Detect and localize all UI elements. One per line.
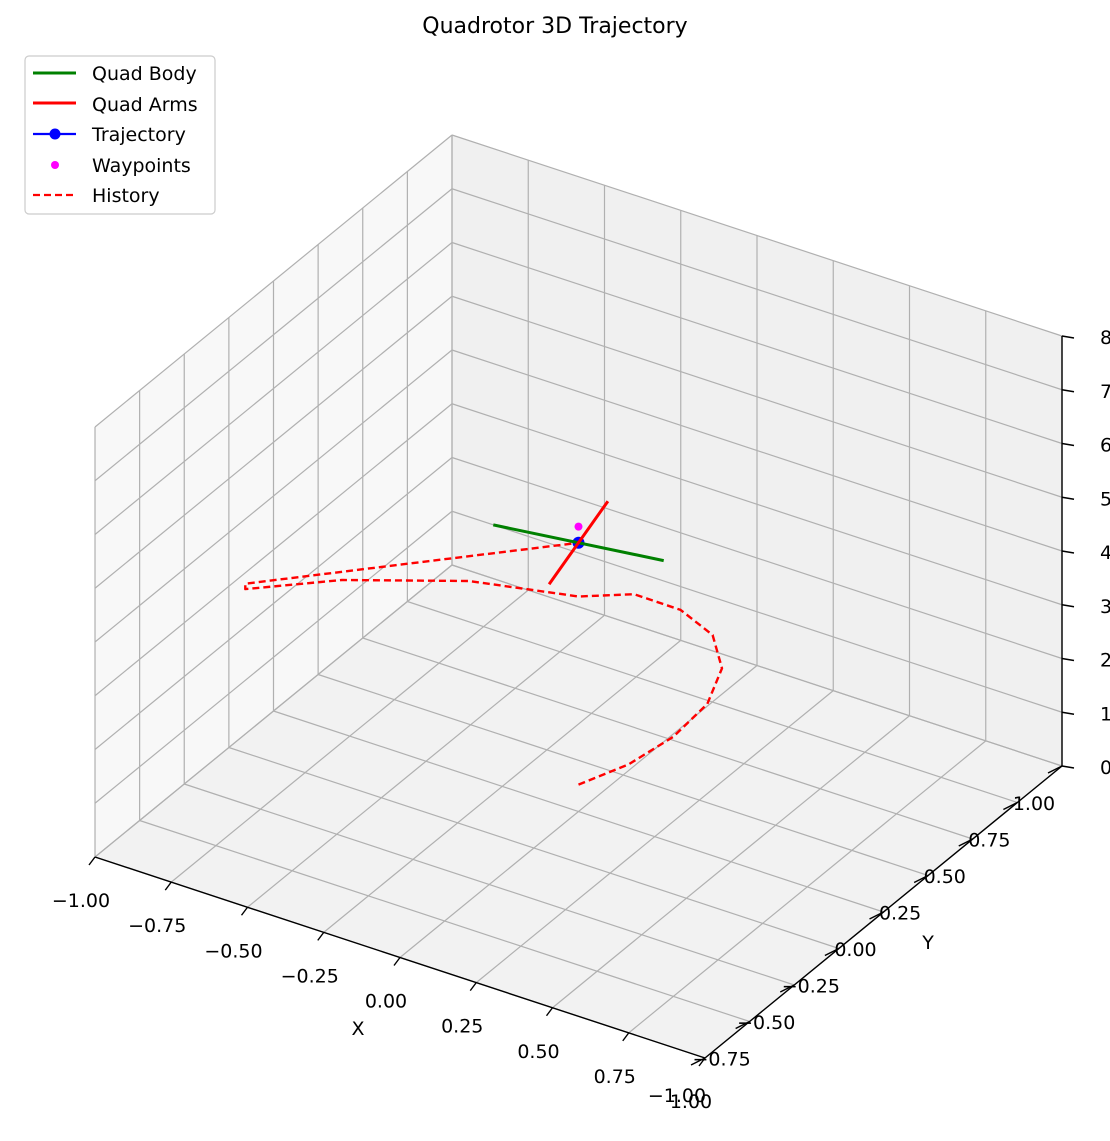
z-tick <box>1061 711 1075 715</box>
y-tick <box>735 1020 750 1030</box>
z-tick <box>1061 496 1075 500</box>
x-tick-label: −0.75 <box>128 915 186 937</box>
y-tick-label: −1.00 <box>648 1085 706 1107</box>
grid-line-y-floor <box>273 710 884 913</box>
grid-line-z-left <box>94 242 453 535</box>
z-tick-label: 6 <box>1100 435 1110 457</box>
z-tick <box>1061 335 1075 339</box>
grid-line-y-floor <box>139 819 750 1023</box>
y-tick-label: 1.00 <box>1013 793 1055 815</box>
x-tick-label: 0.25 <box>441 1016 483 1038</box>
grid-line-z-back <box>451 456 1063 660</box>
legend-entry-quad-body: Quad Body <box>33 63 197 85</box>
y-tick-label: 0.25 <box>879 903 921 925</box>
legend-label: Waypoints <box>92 155 191 177</box>
grid-line-z-back <box>451 295 1063 498</box>
z-tick-label: 3 <box>1100 596 1110 618</box>
z-tick <box>1061 442 1075 447</box>
grid-line-z-left <box>94 564 453 858</box>
grid-line-z-left <box>94 457 453 750</box>
y-tick <box>1047 765 1063 774</box>
grid-line-y-floor <box>184 783 795 986</box>
y-tick-label: 0.00 <box>834 939 876 961</box>
grid-line-z-left <box>94 510 453 804</box>
grid-line-z-back <box>451 188 1063 391</box>
z-tick-label: 5 <box>1100 488 1110 510</box>
x-tick-label: 0.00 <box>365 991 407 1013</box>
grid-line-y-floor <box>317 673 929 877</box>
x-tick <box>545 1007 554 1017</box>
z-tick-label: 7 <box>1100 381 1110 403</box>
x-tick <box>622 1032 630 1042</box>
z-tick <box>1061 604 1075 608</box>
x-tick <box>393 957 401 966</box>
grid-line-y-floor <box>228 746 840 950</box>
y-tick <box>958 838 974 847</box>
y-tick <box>1003 801 1018 811</box>
y-tick-label: 0.75 <box>968 830 1010 852</box>
grid-line-z-back <box>451 349 1063 552</box>
legend-label: Quad Arms <box>92 94 198 116</box>
grid-line-z-back <box>451 134 1063 337</box>
y-axis-label: Y <box>921 932 934 954</box>
grid-line-z-back <box>451 564 1063 767</box>
legend-label: History <box>92 185 160 207</box>
x-tick <box>317 931 325 941</box>
grid-line-z-back <box>451 241 1063 445</box>
x-tick-label: −0.25 <box>281 965 339 987</box>
legend-entry-history: History <box>33 185 160 207</box>
x-tick-label: 0.50 <box>517 1041 559 1063</box>
x-axis-label: X <box>351 1018 364 1040</box>
legend-frame <box>24 55 216 215</box>
y-tick-label: −0.25 <box>782 976 840 998</box>
y-tick <box>690 1057 706 1066</box>
z-tick-label: 0 <box>1100 757 1110 779</box>
grid-line-y-floor <box>362 637 973 840</box>
z-tick-label: 8 <box>1100 327 1110 349</box>
grid-line-z-left <box>94 349 453 643</box>
y-tick <box>913 874 929 884</box>
x-tick-label: −0.50 <box>204 940 262 962</box>
legend-entry-trajectory: Trajectory <box>33 124 186 146</box>
x-tick <box>164 881 172 891</box>
y-tick <box>824 947 840 957</box>
legend-label: Quad Body <box>92 63 197 85</box>
z-tick-label: 2 <box>1100 650 1110 672</box>
x-tick-label: 1.00 <box>670 1091 712 1113</box>
x-tick <box>88 856 96 866</box>
z-tick-label: 4 <box>1100 542 1110 564</box>
z-tick-label: 1 <box>1100 703 1110 725</box>
y-tick <box>869 911 884 920</box>
z-tick <box>1061 550 1075 554</box>
legend-entry-waypoints: Waypoints <box>51 155 191 177</box>
y-tick-label: 0.50 <box>924 866 966 888</box>
x-tick-label: 0.75 <box>594 1066 636 1088</box>
legend: Quad Body Quad Arms Trajectory Waypoints… <box>24 55 216 215</box>
z-tick <box>1061 765 1075 769</box>
series-history <box>244 541 724 786</box>
x-tick <box>698 1057 706 1067</box>
x-tick <box>240 906 249 916</box>
y-tick-label: −0.50 <box>737 1012 795 1034</box>
waypoint-marker <box>574 522 583 531</box>
axis-ticks: −1.00−0.75−0.50−0.250.000.250.500.751.00… <box>52 327 1110 1113</box>
z-tick <box>1061 657 1075 662</box>
y-tick <box>779 984 795 993</box>
grid-line-z-back <box>451 403 1063 606</box>
legend-entry-quad-arms: Quad Arms <box>33 94 198 116</box>
series-quad-arms <box>547 500 610 586</box>
x-tick-label: −1.00 <box>52 890 110 912</box>
grid-line-z-left <box>94 403 453 697</box>
grid-line-z-left <box>94 188 453 482</box>
x-tick <box>469 982 477 992</box>
chart-title: Quadrotor 3D Trajectory <box>422 14 687 39</box>
z-tick <box>1061 389 1075 393</box>
data-series <box>244 500 724 786</box>
grid-line-z-left <box>94 295 453 589</box>
grid-line-y-floor <box>407 600 1018 804</box>
legend-label: Trajectory <box>91 124 186 146</box>
y-tick-label: −0.75 <box>693 1049 751 1071</box>
grid-line-z-left <box>94 134 453 428</box>
